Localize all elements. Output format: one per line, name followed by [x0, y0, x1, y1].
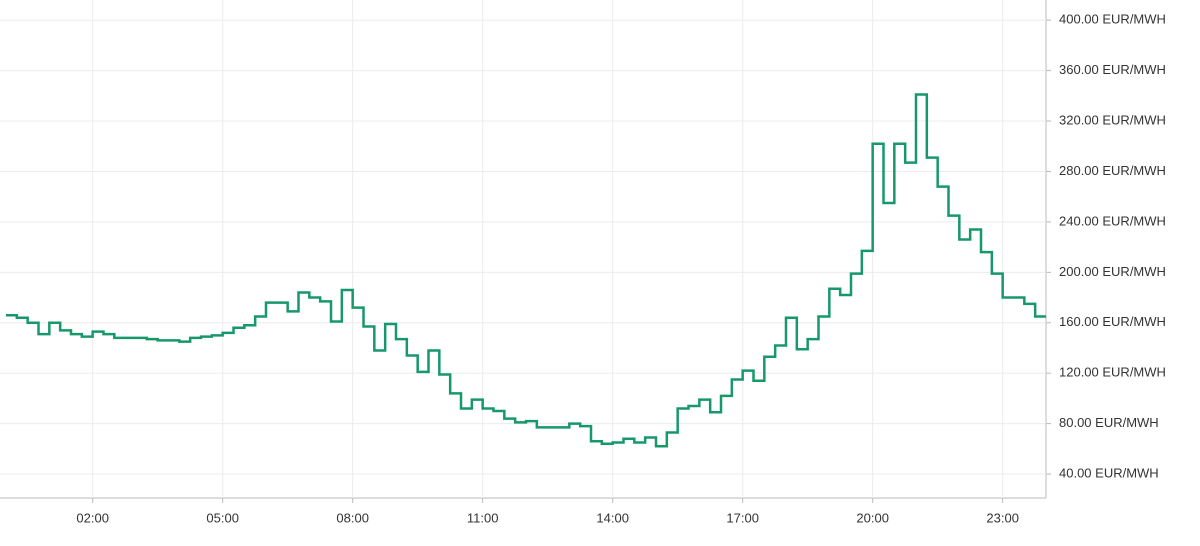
x-tick-label: 11:00	[467, 510, 499, 525]
x-tick-label: 02:00	[76, 510, 109, 525]
price-line	[6, 93, 1046, 448]
x-tick-label: 23:00	[986, 510, 1019, 525]
y-tick-label: 200.00 EUR/MWH	[1059, 264, 1166, 279]
x-tick-label: 08:00	[336, 510, 369, 525]
x-tick-label: 17:00	[726, 510, 759, 525]
y-tick-label: 80.00 EUR/MWH	[1059, 415, 1159, 430]
y-tick-label: 400.00 EUR/MWH	[1059, 12, 1166, 27]
y-tick-label: 160.00 EUR/MWH	[1059, 314, 1166, 329]
x-tick-label: 05:00	[206, 510, 239, 525]
x-tick-label: 20:00	[856, 510, 889, 525]
y-tick-label: 120.00 EUR/MWH	[1059, 365, 1166, 380]
y-tick-label: 40.00 EUR/MWH	[1059, 465, 1159, 480]
y-tick-label: 280.00 EUR/MWH	[1059, 163, 1166, 178]
y-tick-label: 320.00 EUR/MWH	[1059, 112, 1166, 127]
y-tick-label: 240.00 EUR/MWH	[1059, 213, 1166, 228]
x-tick-label: 14:00	[596, 510, 629, 525]
y-tick-label: 360.00 EUR/MWH	[1059, 62, 1166, 77]
